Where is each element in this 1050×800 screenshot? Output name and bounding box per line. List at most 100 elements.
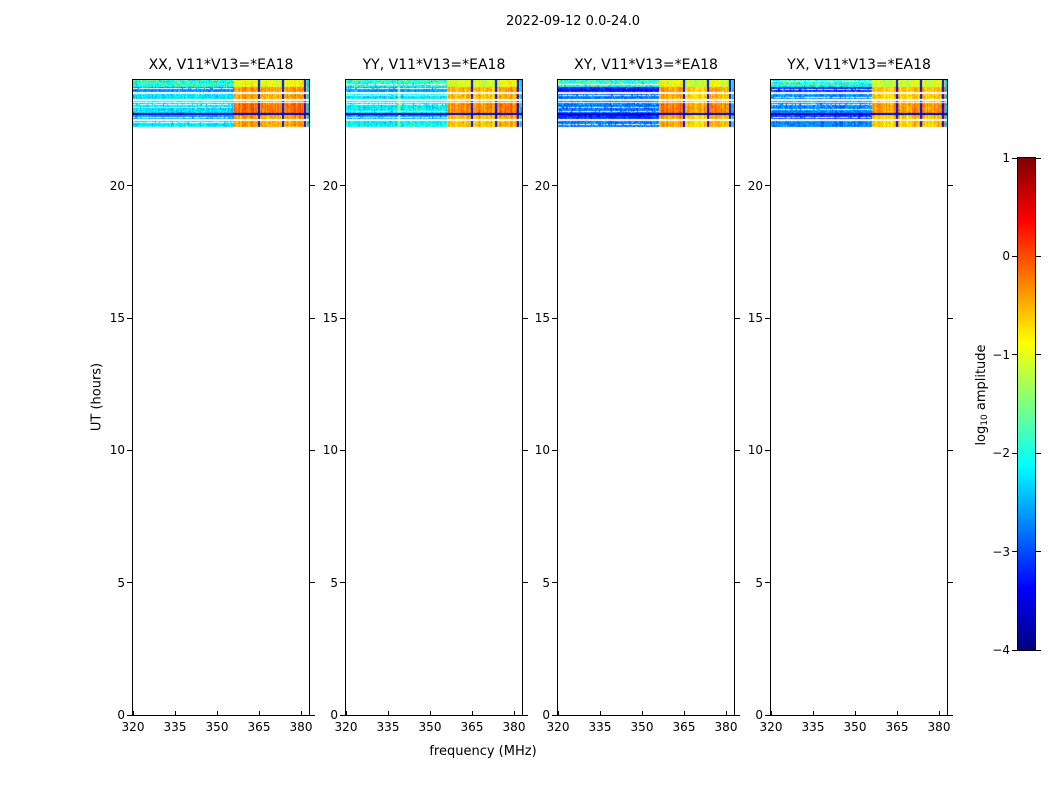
colorbar-tick-label: −2 — [992, 446, 1010, 461]
y-tick-right-yx — [948, 185, 953, 187]
y-tick-left-xx — [127, 582, 132, 584]
colorbar-tick-right — [1036, 649, 1041, 651]
colorbar-tick-right — [1036, 157, 1041, 159]
panel-title-yy: YY, V11*V13=*EA18 — [362, 57, 506, 73]
x-axis-label: frequency (MHz) — [429, 744, 537, 759]
colorbar-tick-right — [1036, 255, 1041, 257]
x-tick-xy — [599, 711, 601, 715]
y-tick-right-yx — [948, 449, 953, 451]
y-tick-left-yx — [765, 185, 770, 187]
x-tick-yx — [938, 711, 940, 715]
figure-title: 2022-09-12 0.0-24.0 — [506, 14, 640, 29]
x-tick-label-xy: 320 — [546, 720, 570, 734]
x-tick-label-xy: 350 — [630, 720, 654, 734]
y-tick-right-yy — [523, 317, 528, 319]
plot-area-yy: 320 335 350 365 380 0 5 10 15 20 — [323, 79, 528, 734]
y-tick-right-xx — [310, 185, 315, 187]
colorbar-tick-right — [1036, 551, 1041, 553]
y-tick-left-yx — [765, 317, 770, 319]
y-tick-label-yy: 20 — [322, 178, 338, 193]
y-tick-label-yy: 10 — [322, 443, 338, 458]
panel-title-xy: XY, V11*V13=*EA18 — [574, 57, 718, 73]
x-tick-label-yy: 320 — [334, 720, 358, 734]
colorbar-tick-right — [1036, 452, 1041, 454]
colorbar-frame: 1 0 −1 −2 −3 −4 — [992, 151, 1041, 657]
x-tick-label-xx: 335 — [163, 720, 187, 734]
y-tick-label-yx: 5 — [755, 575, 763, 590]
y-tick-right-yy — [523, 714, 528, 716]
colorbar-tick-left — [1012, 255, 1017, 257]
y-tick-left-yy — [340, 582, 345, 584]
y-tick-right-xx — [310, 714, 315, 716]
y-tick-label-xy: 15 — [534, 311, 550, 326]
x-tick-yy — [387, 711, 389, 715]
x-tick-yy — [345, 711, 347, 715]
spectrogram-canvas-xy — [558, 80, 734, 128]
spectrogram-canvas-xx — [133, 80, 309, 128]
x-tick-label-xy: 365 — [672, 720, 696, 734]
x-tick-label-xy: 335 — [588, 720, 612, 734]
colorbar-tick-label: 1 — [1002, 151, 1010, 165]
y-tick-label-xx: 15 — [109, 311, 125, 326]
colorbar-tick-left — [1012, 649, 1017, 651]
y-tick-label-xx: 10 — [109, 443, 125, 458]
y-tick-label-xx: 0 — [117, 708, 125, 722]
y-tick-right-yx — [948, 317, 953, 319]
x-tick-xx — [174, 711, 176, 715]
plot-area-xx: 320 335 350 365 380 0 5 10 15 20 — [110, 79, 315, 734]
y-tick-left-xy — [552, 317, 557, 319]
x-tick-xy — [557, 711, 559, 715]
y-tick-right-yy — [523, 449, 528, 451]
y-tick-label-yy: 5 — [330, 575, 338, 590]
colorbar-tick-left — [1012, 354, 1017, 356]
x-tick-yx — [812, 711, 814, 715]
x-tick-xx — [132, 711, 134, 715]
panel-title-xx: XX, V11*V13=*EA18 — [148, 57, 294, 73]
y-tick-right-xx — [310, 582, 315, 584]
y-tick-left-yx — [765, 714, 770, 716]
y-tick-right-xy — [735, 582, 740, 584]
plot-area-yx: 320 335 350 365 380 0 5 10 15 20 — [748, 79, 953, 734]
x-tick-yy — [513, 711, 515, 715]
plot-area-xy: 320 335 350 365 380 0 5 10 15 20 — [535, 79, 740, 734]
x-tick-label-yx: 320 — [759, 720, 783, 734]
x-tick-label-yy: 365 — [460, 720, 484, 734]
y-tick-right-yy — [523, 582, 528, 584]
x-tick-yy — [471, 711, 473, 715]
x-tick-xy — [725, 711, 727, 715]
x-tick-xy — [641, 711, 643, 715]
x-tick-label-yx: 365 — [885, 720, 909, 734]
spectrogram-canvas-yy — [346, 80, 522, 128]
colorbar-label-subscript: 10 — [980, 414, 990, 426]
panel-title-yx: YX, V11*V13=*EA18 — [787, 57, 931, 73]
x-tick-label-yx: 380 — [927, 720, 951, 734]
y-tick-right-xx — [310, 317, 315, 319]
y-tick-right-xx — [310, 449, 315, 451]
y-tick-left-yy — [340, 317, 345, 319]
colorbar-tick-right — [1036, 354, 1041, 356]
x-tick-label-yy: 380 — [502, 720, 526, 734]
colorbar-tick-left — [1012, 452, 1017, 454]
x-tick-label-xx: 380 — [289, 720, 313, 734]
y-tick-left-xy — [552, 714, 557, 716]
x-tick-yx — [854, 711, 856, 715]
y-tick-label-xx: 20 — [109, 178, 125, 193]
y-tick-right-xy — [735, 185, 740, 187]
y-tick-left-yx — [765, 449, 770, 451]
colorbar-canvas — [1018, 158, 1035, 650]
y-tick-left-xx — [127, 185, 132, 187]
colorbar-tick-label: −4 — [992, 643, 1010, 657]
spectrogram-canvas-yx — [771, 80, 947, 128]
y-tick-label-xx: 5 — [117, 575, 125, 590]
x-tick-yy — [429, 711, 431, 715]
y-tick-left-xx — [127, 449, 132, 451]
colorbar-tick-label: 0 — [1002, 249, 1010, 264]
y-axis-label: UT (hours) — [89, 362, 105, 432]
colorbar-tick-left — [1012, 157, 1017, 159]
y-tick-right-yy — [523, 185, 528, 187]
y-tick-right-xy — [735, 317, 740, 319]
x-tick-label-xx: 365 — [247, 720, 271, 734]
y-tick-label-yx: 15 — [747, 311, 763, 326]
y-tick-left-xx — [127, 317, 132, 319]
